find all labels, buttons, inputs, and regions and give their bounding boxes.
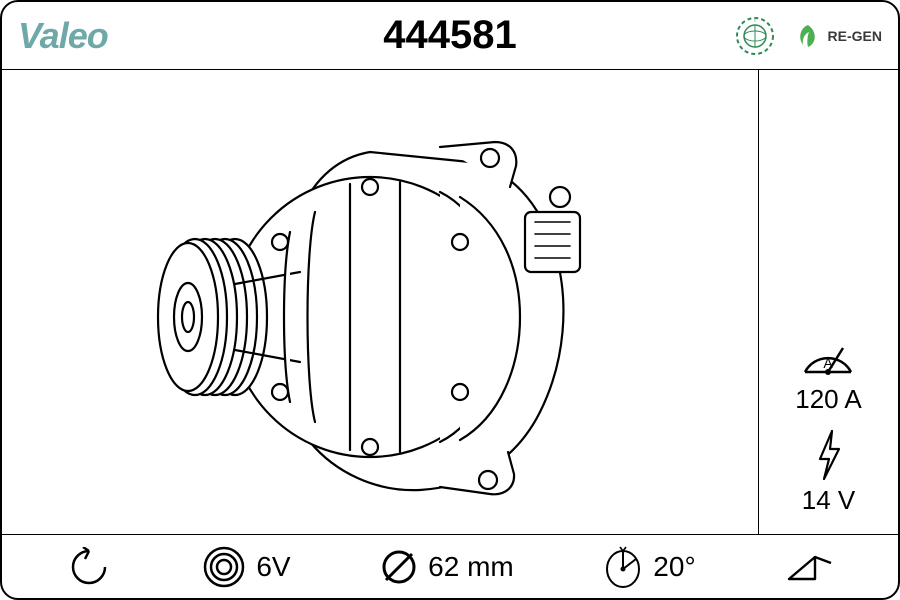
svg-text:A: A [824,355,834,371]
clock-angle-icon [603,545,643,589]
amperage-value: 120 A [795,384,862,415]
spec-card: Valeo 444581 I RE-GEN [0,0,900,600]
regen-badge: RE-GEN [794,22,882,50]
body: A 120 A 14 V [2,70,898,534]
clock-angle-spec: 20° [603,545,695,589]
voltage-value: 14 V [802,485,856,516]
header: Valeo 444581 I RE-GEN [2,2,898,70]
ammeter-icon: A [799,332,857,380]
rotation-arrow-icon [65,547,113,587]
clock-angle-value: 20° [653,551,695,583]
alternator-drawing [140,92,620,512]
pulley-value: 6V [256,551,290,583]
svg-text:I: I [754,18,755,24]
eco-globe-icon: I [734,15,776,57]
voltage-spec: 14 V [802,429,856,516]
brand-logo: Valeo [18,15,108,57]
connector-angle-icon [785,549,835,585]
connector-spec [785,549,835,585]
footer-spec-bar: 6V 62 mm 20° [2,534,898,598]
diameter-value: 62 mm [428,551,514,583]
lightning-icon [812,429,846,481]
pulley-grooves-icon [202,545,246,589]
amperage-spec: A 120 A [795,332,862,415]
pulley-spec: 6V [202,545,290,589]
diameter-spec: 62 mm [380,548,514,586]
diameter-icon [380,548,418,586]
leaf-icon [794,22,822,50]
part-number: 444581 [383,13,516,58]
regen-label: RE-GEN [828,28,882,44]
header-badges: I RE-GEN [734,15,882,57]
side-spec-panel: A 120 A 14 V [758,70,898,534]
product-drawing-area [2,70,758,534]
rotation-spec [65,547,113,587]
